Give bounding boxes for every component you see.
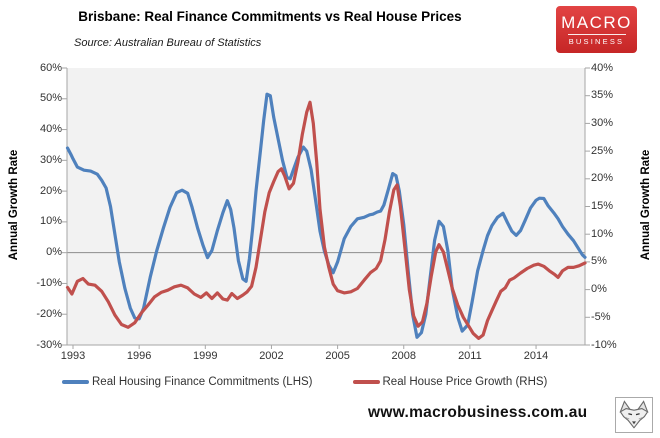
right-axis-tick-label: -10% bbox=[591, 338, 617, 351]
right-axis-tick-label: 15% bbox=[591, 200, 614, 212]
right-axis-tick-label: 20% bbox=[591, 172, 614, 185]
wolf-icon bbox=[619, 400, 649, 429]
page-title: Brisbane: Real Finance Commitments vs Re… bbox=[78, 9, 462, 24]
left-axis-tick-label: 20% bbox=[39, 184, 62, 197]
left-axis-tick-label: 0% bbox=[46, 246, 62, 259]
x-axis-tick-label: 2002 bbox=[259, 350, 284, 362]
left-axis-tick-label: 50% bbox=[39, 92, 62, 105]
left-axis-tick-label: 10% bbox=[39, 215, 62, 228]
right-axis-tick-label: -5% bbox=[591, 310, 611, 323]
wolf-logo-box bbox=[615, 397, 653, 433]
left-axis-tick-label: 60% bbox=[39, 61, 62, 74]
legend-swatch bbox=[352, 380, 380, 384]
right-axis-title: Annual Growth Rate bbox=[640, 149, 652, 261]
right-axis-tick-label: 0% bbox=[591, 283, 607, 296]
left-axis-tick-label: 30% bbox=[39, 153, 62, 166]
legend: Real Housing Finance Commitments (LHS) Re… bbox=[62, 376, 602, 388]
x-axis-tick-label: 2011 bbox=[458, 350, 482, 362]
right-axis-tick-label: 10% bbox=[591, 227, 614, 240]
x-axis-tick-label: 1996 bbox=[126, 350, 152, 362]
macrobusiness-logo: MACRO BUSINESS bbox=[556, 6, 637, 53]
right-axis-tick-label: 30% bbox=[591, 116, 614, 129]
legend-label: Real House Price Growth (RHS) bbox=[382, 376, 548, 388]
series-line-1 bbox=[65, 100, 587, 340]
x-axis-tick-label: 2008 bbox=[391, 350, 416, 362]
legend-item: Real House Price Growth (RHS) bbox=[352, 376, 548, 388]
right-axis-tick-label: 5% bbox=[591, 255, 607, 268]
x-axis-tick-label: 1999 bbox=[193, 350, 218, 362]
left-axis-tick-label: 40% bbox=[39, 123, 62, 136]
logo-divider bbox=[567, 33, 626, 35]
x-axis-tick-label: 1993 bbox=[60, 350, 86, 362]
logo-text-business: BUSINESS bbox=[568, 36, 625, 46]
x-axis-tick-label: 2014 bbox=[523, 350, 549, 362]
logo-text-macro: MACRO bbox=[561, 12, 632, 32]
right-axis-tick-label: 35% bbox=[591, 89, 614, 102]
left-axis-tick-label: -10% bbox=[36, 276, 62, 289]
legend-item: Real Housing Finance Commitments (LHS) bbox=[62, 376, 313, 388]
x-axis-tick-label: 2005 bbox=[325, 350, 350, 362]
source-note: Source: Australian Bureau of Statistics bbox=[74, 37, 262, 49]
left-axis-tick-label: -30% bbox=[36, 338, 62, 351]
left-axis-tick-label: -20% bbox=[36, 307, 62, 320]
legend-swatch bbox=[62, 380, 89, 384]
legend-label: Real Housing Finance Commitments (LHS) bbox=[92, 376, 313, 388]
right-axis-tick-label: 25% bbox=[591, 144, 614, 157]
left-axis-title: Annual Growth Rate bbox=[8, 149, 20, 261]
right-axis-tick-label: 40% bbox=[591, 61, 614, 74]
website-url: www.macrobusiness.com.au bbox=[368, 404, 588, 421]
